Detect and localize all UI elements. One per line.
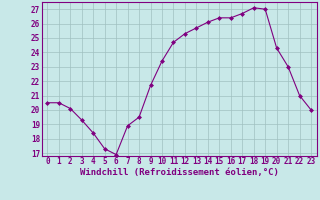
X-axis label: Windchill (Refroidissement éolien,°C): Windchill (Refroidissement éolien,°C) — [80, 168, 279, 177]
